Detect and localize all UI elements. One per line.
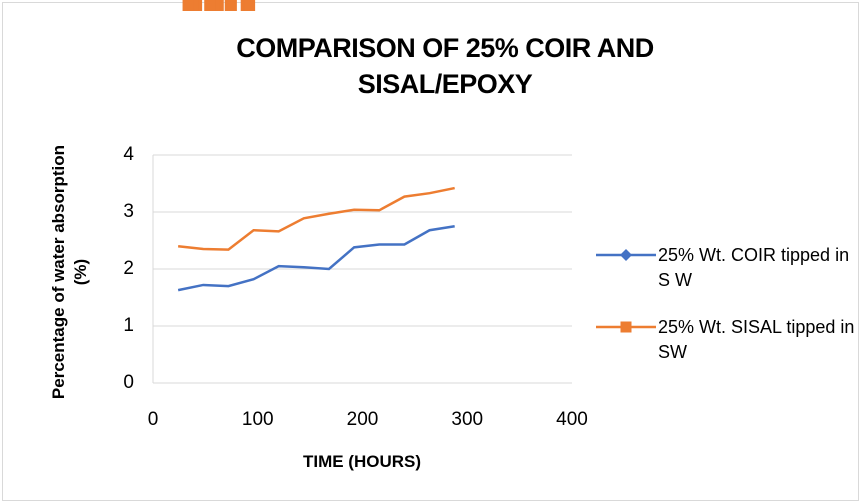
series-line bbox=[177, 186, 455, 251]
legend-label: 25% Wt. SISAL tipped in SW bbox=[658, 317, 855, 362]
series-line bbox=[177, 225, 455, 292]
legend-marker bbox=[620, 249, 632, 261]
x-axis-label: TIME (HOURS) bbox=[302, 452, 422, 471]
y-tick-label: 4 bbox=[123, 144, 134, 165]
x-tick-label: 0 bbox=[148, 409, 159, 430]
y-tick-label: 0 bbox=[123, 372, 134, 393]
x-tick-label: 300 bbox=[451, 409, 483, 430]
legend-marker bbox=[620, 321, 632, 333]
marker bbox=[204, 0, 216, 11]
legend-label: 25% Wt. COIR tipped in S W bbox=[658, 245, 850, 290]
y-axis-label: Percentage of water absorption (%) bbox=[49, 144, 90, 400]
y-tick-label: 2 bbox=[123, 258, 134, 279]
y-tick-label: 3 bbox=[123, 201, 134, 222]
y-tick-label: 1 bbox=[123, 315, 134, 336]
marker bbox=[182, 0, 194, 11]
x-tick-label: 100 bbox=[242, 409, 274, 430]
x-tick-label: 200 bbox=[347, 409, 379, 430]
marker bbox=[225, 0, 237, 11]
x-tick-label: 400 bbox=[556, 409, 588, 430]
chart-title: COMPARISON OF 25% COIR AND SISAL/EPOXY bbox=[236, 33, 654, 99]
marker bbox=[244, 0, 256, 11]
